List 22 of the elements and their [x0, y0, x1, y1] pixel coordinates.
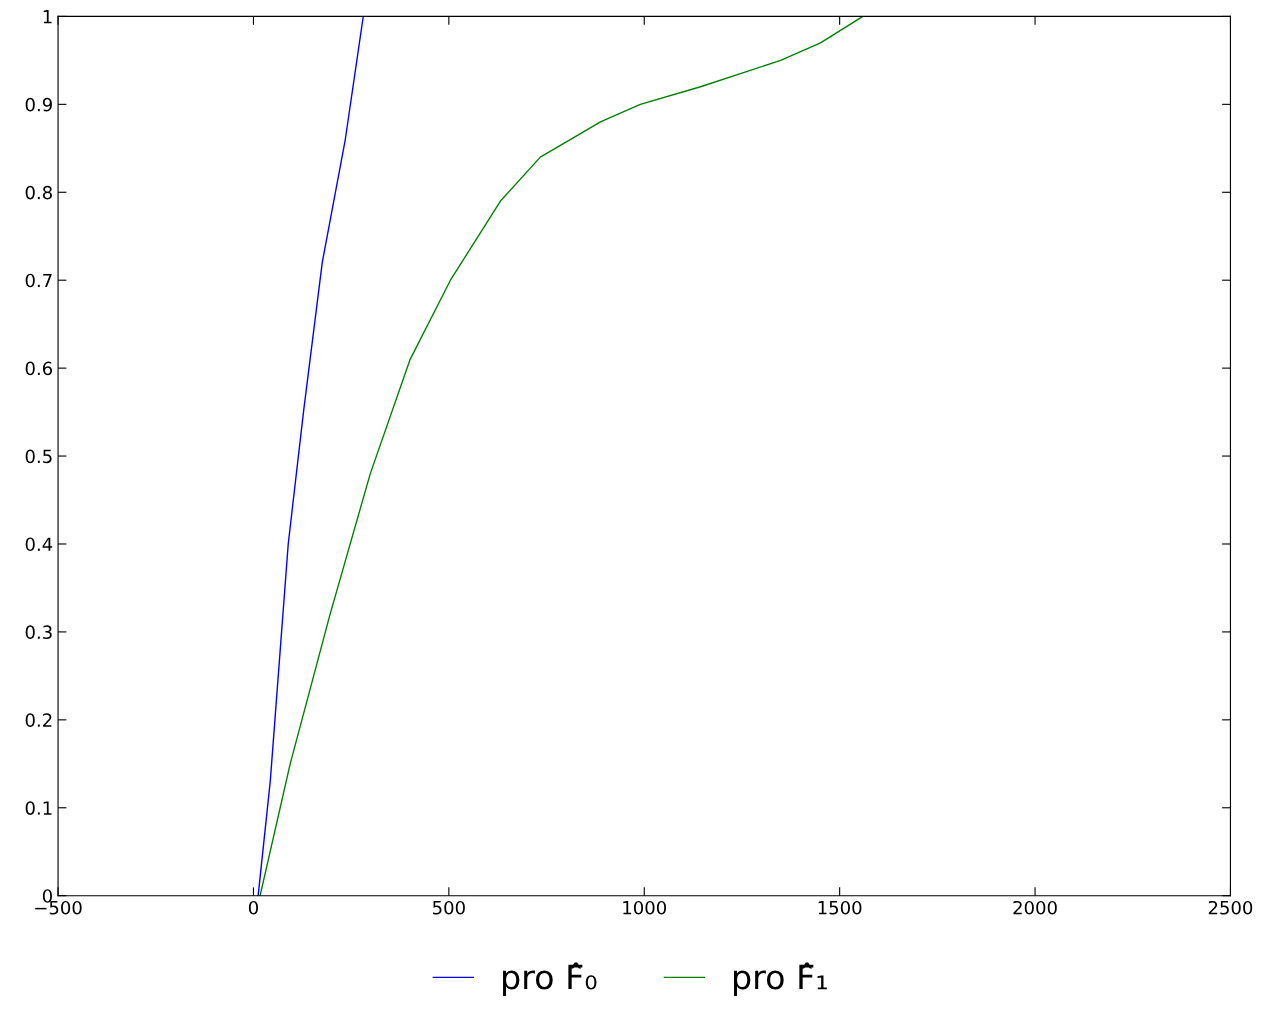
y-tick-label: 0: [42, 889, 52, 903]
y-tick-label: 1: [43, 10, 52, 24]
x-tick-label: 2500: [1208, 900, 1253, 915]
y-tick-label: 0.8: [25, 185, 52, 200]
line-series: [259, 16, 864, 896]
y-tick-label: 0.4: [25, 537, 53, 552]
y-tick-label: 0.3: [25, 625, 52, 640]
y-tick-label: 0.5: [25, 449, 52, 464]
y-tick-label: 0.7: [25, 273, 52, 288]
x-tick-label: 500: [433, 900, 465, 915]
x-tick-label: −500: [35, 900, 82, 915]
y-tick-label: 0.9: [25, 97, 52, 112]
x-tick-label: 1500: [818, 900, 862, 915]
line-series: [257, 16, 364, 896]
y-tick-label: 0.1: [25, 801, 52, 815]
x-tick-label: 0: [248, 900, 258, 915]
y-tick-label: 0.6: [25, 361, 53, 376]
x-tick-label: 2000: [1013, 900, 1057, 915]
legend-label: pro F̂₁: [734, 962, 827, 996]
y-tick-label: 0.2: [25, 713, 52, 727]
legend-label: pro F̂₀: [503, 962, 597, 996]
x-tick-label: 1000: [623, 900, 667, 915]
